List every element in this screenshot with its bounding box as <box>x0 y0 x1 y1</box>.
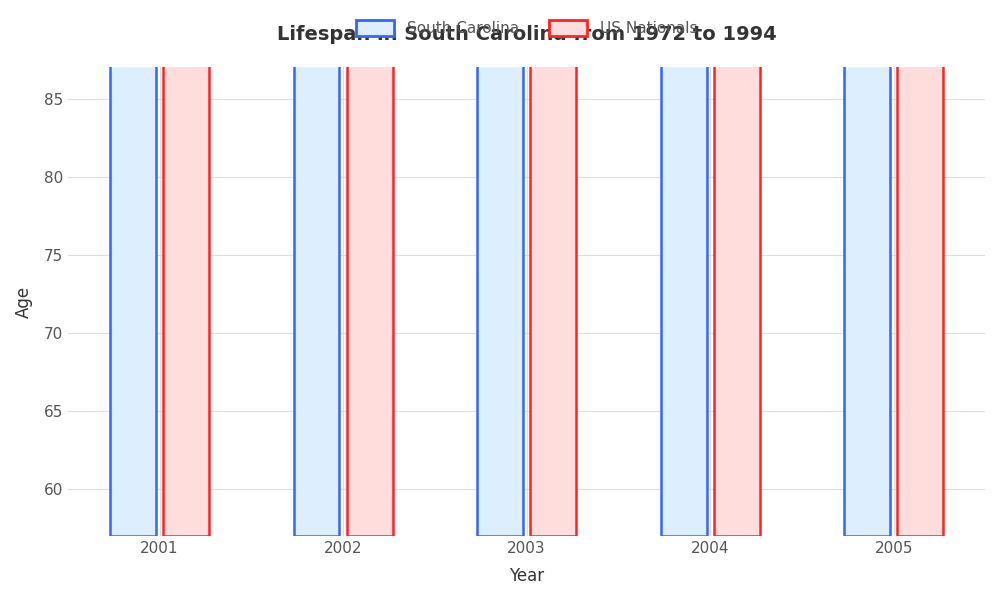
Bar <box>661 0 707 536</box>
Bar <box>163 0 209 536</box>
Title: Lifespan in South Carolina from 1972 to 1994: Lifespan in South Carolina from 1972 to … <box>277 25 777 44</box>
Bar <box>844 0 890 536</box>
Bar <box>294 0 339 536</box>
Bar <box>530 0 576 536</box>
Bar <box>714 0 760 536</box>
Bar <box>347 0 393 536</box>
X-axis label: Year: Year <box>509 567 544 585</box>
Bar <box>897 0 943 536</box>
Legend: South Carolina, US Nationals: South Carolina, US Nationals <box>350 14 703 43</box>
Bar <box>110 0 156 536</box>
Bar <box>477 0 523 536</box>
Y-axis label: Age: Age <box>15 286 33 318</box>
